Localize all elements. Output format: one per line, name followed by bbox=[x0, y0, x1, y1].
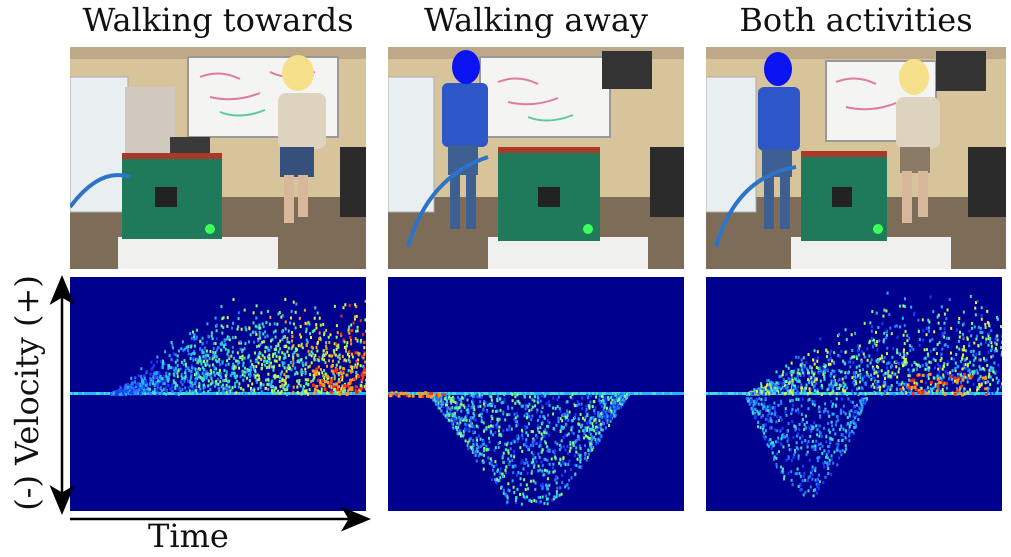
panel-title-walking-away: Walking away bbox=[424, 1, 648, 39]
time-axis-label: Time bbox=[148, 517, 229, 555]
photo-walking-away bbox=[388, 47, 684, 269]
photo-both-activities bbox=[706, 47, 1006, 269]
face-blur-yellow bbox=[899, 59, 929, 95]
spectrogram-walking-away bbox=[388, 277, 684, 511]
face-blur-blue bbox=[764, 52, 792, 86]
face-blur-yellow bbox=[282, 55, 314, 91]
spectrogram-both-activities bbox=[706, 277, 1002, 511]
photo-walking-towards bbox=[70, 47, 366, 269]
velocity-axis-label: (-) Velocity (+) bbox=[8, 275, 46, 511]
panel-title-walking-towards: Walking towards bbox=[82, 1, 354, 39]
spectrogram-walking-towards bbox=[70, 277, 366, 511]
face-blur-blue bbox=[452, 50, 480, 84]
panel-title-both-activities: Both activities bbox=[739, 1, 973, 39]
